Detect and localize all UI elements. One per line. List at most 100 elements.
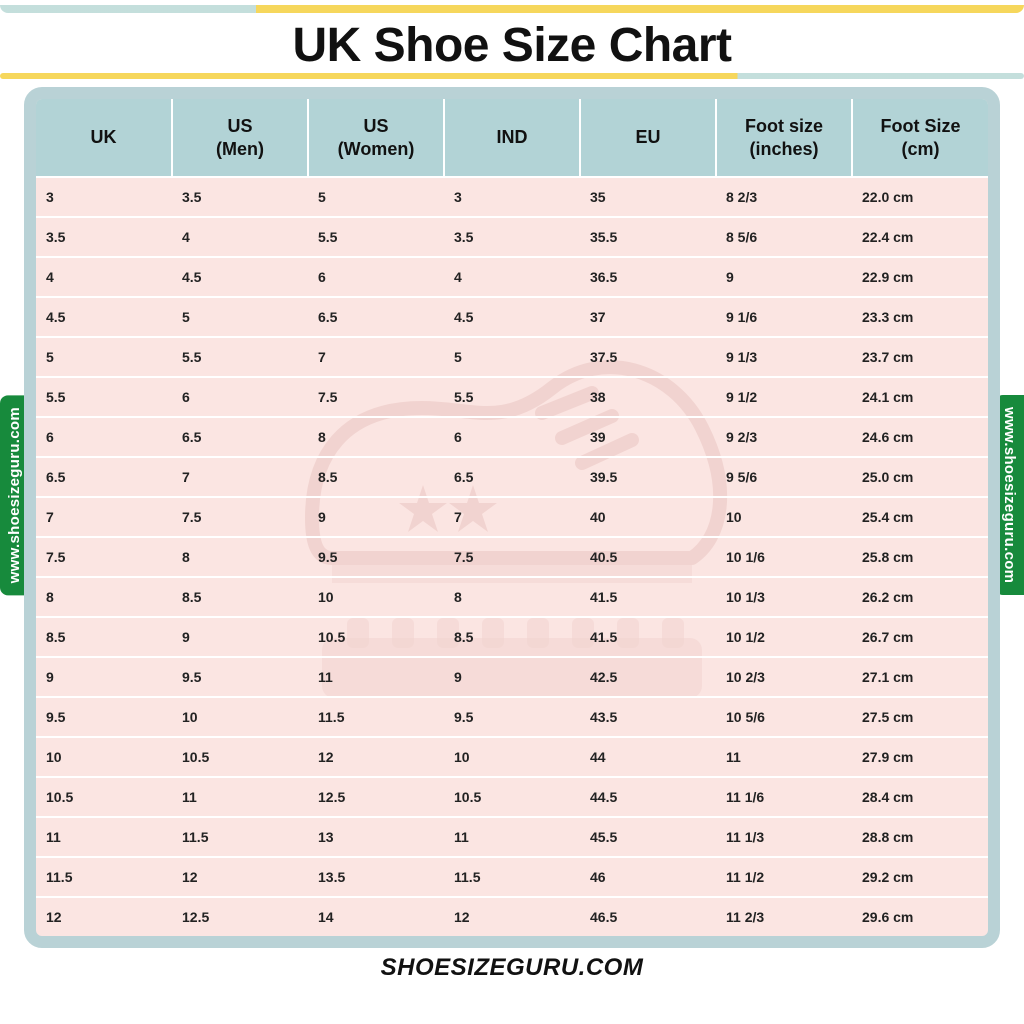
table-cell: 12 <box>172 857 308 897</box>
table-cell: 11.5 <box>444 857 580 897</box>
table-cell: 39 <box>580 417 716 457</box>
table-cell: 41.5 <box>580 617 716 657</box>
table-cell: 7.5 <box>444 537 580 577</box>
table-cell: 29.6 cm <box>852 897 988 936</box>
table-cell: 3 <box>36 177 172 217</box>
table-cell: 6 <box>308 257 444 297</box>
table-cell: 23.3 cm <box>852 297 988 337</box>
table-cell: 12 <box>444 897 580 936</box>
table-cell: 40.5 <box>580 537 716 577</box>
table-cell: 44.5 <box>580 777 716 817</box>
table-cell: 9 1/6 <box>716 297 852 337</box>
table-cell: 41.5 <box>580 577 716 617</box>
table-cell: 8 <box>172 537 308 577</box>
table-cell: 10.5 <box>308 617 444 657</box>
table-cell: 4 <box>172 217 308 257</box>
table-cell: 8.5 <box>444 617 580 657</box>
table-cell: 7 <box>172 457 308 497</box>
table-cell: 9 1/2 <box>716 377 852 417</box>
title-underline <box>0 73 1024 79</box>
table-cell: 4.5 <box>172 257 308 297</box>
table-cell: 45.5 <box>580 817 716 857</box>
table-cell: 11.5 <box>172 817 308 857</box>
table-cell: 26.2 cm <box>852 577 988 617</box>
table-cell: 11 1/6 <box>716 777 852 817</box>
table-cell: 3 <box>444 177 580 217</box>
table-row: 66.586399 2/324.6 cm <box>36 417 988 457</box>
table-cell: 10 5/6 <box>716 697 852 737</box>
table-cell: 13.5 <box>308 857 444 897</box>
table-cell: 6 <box>444 417 580 457</box>
table-cell: 24.6 cm <box>852 417 988 457</box>
table-cell: 10 2/3 <box>716 657 852 697</box>
table-cell: 9 2/3 <box>716 417 852 457</box>
table-cell: 25.0 cm <box>852 457 988 497</box>
table-cell: 25.8 cm <box>852 537 988 577</box>
table-cell: 46.5 <box>580 897 716 936</box>
table-cell: 8 2/3 <box>716 177 852 217</box>
table-cell: 6 <box>36 417 172 457</box>
table-cell: 40 <box>580 497 716 537</box>
table-cell: 10.5 <box>444 777 580 817</box>
column-header: UK <box>36 99 172 177</box>
table-cell: 8 5/6 <box>716 217 852 257</box>
table-cell: 25.4 cm <box>852 497 988 537</box>
table-cell: 11.5 <box>36 857 172 897</box>
size-chart-frame: UKUS(Men)US(Women)INDEUFoot size(inches)… <box>24 87 1000 948</box>
table-cell: 11 <box>36 817 172 857</box>
table-cell: 10 1/6 <box>716 537 852 577</box>
table-cell: 6.5 <box>36 457 172 497</box>
table-cell: 5.5 <box>172 337 308 377</box>
table-cell: 7.5 <box>36 537 172 577</box>
table-cell: 27.1 cm <box>852 657 988 697</box>
table-cell: 8.5 <box>308 457 444 497</box>
table-cell: 8.5 <box>172 577 308 617</box>
table-cell: 5 <box>444 337 580 377</box>
table-cell: 5.5 <box>36 377 172 417</box>
table-cell: 10 <box>444 737 580 777</box>
table-cell: 22.0 cm <box>852 177 988 217</box>
table-cell: 5 <box>172 297 308 337</box>
table-row: 7.589.57.540.510 1/625.8 cm <box>36 537 988 577</box>
table-cell: 26.7 cm <box>852 617 988 657</box>
table-cell: 44 <box>580 737 716 777</box>
table-cell: 5 <box>308 177 444 217</box>
table-cell: 9 <box>716 257 852 297</box>
table-cell: 10 <box>172 697 308 737</box>
table-cell: 9 <box>444 657 580 697</box>
column-header: US(Men) <box>172 99 308 177</box>
table-body: 33.553358 2/322.0 cm3.545.53.535.58 5/62… <box>36 177 988 936</box>
table-header: UKUS(Men)US(Women)INDEUFoot size(inches)… <box>36 99 988 177</box>
table-cell: 9 1/3 <box>716 337 852 377</box>
table-cell: 46 <box>580 857 716 897</box>
column-header: EU <box>580 99 716 177</box>
table-row: 4.556.54.5379 1/623.3 cm <box>36 297 988 337</box>
table-cell: 3.5 <box>36 217 172 257</box>
table-cell: 11 2/3 <box>716 897 852 936</box>
table-cell: 4.5 <box>444 297 580 337</box>
table-row: 8.5910.58.541.510 1/226.7 cm <box>36 617 988 657</box>
title-block: UK Shoe Size Chart <box>0 0 1024 81</box>
table-cell: 7 <box>36 497 172 537</box>
table-cell: 22.9 cm <box>852 257 988 297</box>
table-cell: 12.5 <box>308 777 444 817</box>
column-header: Foot Size(cm) <box>852 99 988 177</box>
table-cell: 12 <box>36 897 172 936</box>
table-cell: 29.2 cm <box>852 857 988 897</box>
table-cell: 6.5 <box>308 297 444 337</box>
table-cell: 11 1/3 <box>716 817 852 857</box>
page-title: UK Shoe Size Chart <box>0 18 1024 73</box>
table-cell: 10 <box>716 497 852 537</box>
table-row: 33.553358 2/322.0 cm <box>36 177 988 217</box>
table-row: 77.597401025.4 cm <box>36 497 988 537</box>
table-cell: 37.5 <box>580 337 716 377</box>
table-row: 1212.5141246.511 2/329.6 cm <box>36 897 988 936</box>
table-cell: 6.5 <box>172 417 308 457</box>
table-cell: 4.5 <box>36 297 172 337</box>
table-cell: 7.5 <box>172 497 308 537</box>
table-cell: 11 <box>444 817 580 857</box>
table-cell: 3.5 <box>172 177 308 217</box>
table-cell: 9.5 <box>36 697 172 737</box>
table-cell: 9.5 <box>308 537 444 577</box>
table-row: 11.51213.511.54611 1/229.2 cm <box>36 857 988 897</box>
